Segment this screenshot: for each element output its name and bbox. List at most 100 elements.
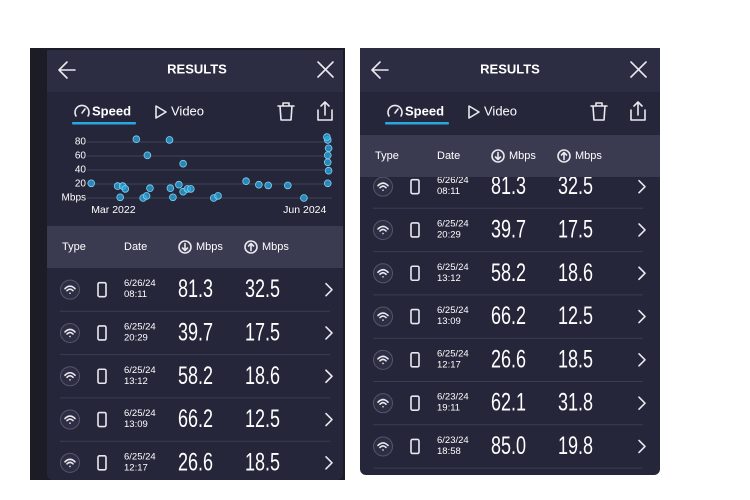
chevron-icon	[638, 439, 646, 454]
close-icon	[317, 61, 334, 78]
share-icon	[630, 101, 646, 121]
chevron-icon	[638, 179, 646, 194]
table-header-bg	[47, 226, 343, 268]
table-header-bg	[360, 135, 660, 177]
time: 08:11	[124, 289, 147, 300]
chevron-icon	[638, 353, 646, 367]
share-button[interactable]	[630, 101, 646, 121]
gauge-icon	[387, 104, 403, 117]
column-label: Mbps	[196, 241, 223, 253]
download-speed: 66.2	[491, 301, 526, 330]
back-arrow	[371, 61, 389, 79]
y-tick-label: 60	[75, 151, 87, 162]
wifi-icon	[377, 225, 389, 235]
wifi-icon	[64, 371, 76, 381]
column-label: Mbps	[262, 241, 289, 253]
time: 12:17	[124, 462, 148, 473]
trash-icon	[590, 102, 608, 121]
download-speed: 26.6	[178, 447, 213, 476]
data-point	[165, 136, 174, 144]
time: 18:58	[437, 446, 461, 457]
chevron-icon	[325, 456, 333, 470]
back-button[interactable]	[58, 61, 76, 79]
column-label: Mbps	[509, 150, 536, 162]
arrow-icon	[560, 151, 568, 161]
time: 08:11	[437, 186, 460, 197]
download-speed: 58.2	[491, 258, 526, 287]
chevron-icon	[638, 309, 646, 324]
time: 13:12	[437, 273, 461, 284]
time: 19:11	[437, 403, 460, 414]
delete-button[interactable]	[590, 102, 608, 121]
date: 6/26/24	[124, 278, 156, 289]
phone-icon	[410, 178, 420, 195]
data-point	[175, 180, 183, 189]
data-point	[300, 194, 308, 202]
arrow-icon	[494, 151, 502, 161]
date: 6/25/24	[437, 305, 469, 316]
tab-underline	[385, 122, 449, 125]
time: 13:12	[124, 376, 148, 387]
speed-tab[interactable]: Speed	[72, 103, 136, 125]
upload-speed: 18.5	[245, 447, 280, 476]
download-speed: 81.3	[178, 274, 213, 303]
data-point	[324, 144, 333, 153]
y-tick-label: 40	[75, 165, 87, 176]
close-button[interactable]	[317, 61, 334, 78]
speed-tab[interactable]: Speed	[385, 103, 449, 125]
upload-speed: 19.8	[558, 431, 593, 460]
wifi-icon	[64, 285, 76, 295]
video-tab[interactable]: Video	[155, 103, 204, 119]
delete-button[interactable]	[277, 102, 295, 121]
download-speed: 81.3	[491, 171, 526, 200]
trash-icon	[277, 102, 295, 121]
column-label: Type	[62, 241, 86, 253]
close-button[interactable]	[630, 61, 647, 78]
tab-underline	[72, 122, 136, 125]
data-point	[143, 151, 152, 160]
phone-icon	[97, 325, 107, 341]
y-tick-label: 80	[75, 137, 87, 148]
wifi-icon	[377, 268, 389, 278]
close-icon	[630, 61, 647, 78]
data-point	[323, 179, 332, 188]
results-panel: RESULTS Speed Video Type Date Mbps Mbps 6/26/24…	[360, 48, 660, 475]
date: 6/23/24	[437, 435, 469, 446]
download-speed: 26.6	[491, 344, 526, 373]
download-speed: 39.7	[491, 215, 526, 244]
data-point	[283, 181, 292, 190]
tab-label: Speed	[92, 103, 131, 118]
phone-icon	[97, 368, 107, 385]
date: 6/25/24	[124, 408, 156, 419]
video-tab[interactable]: Video	[468, 103, 517, 119]
share-button[interactable]	[317, 101, 333, 121]
column-label: Mbps	[575, 150, 602, 162]
upload-speed: 12.5	[245, 404, 280, 433]
wifi-icon	[377, 398, 389, 408]
wifi-icon	[377, 442, 389, 451]
table-header: Type Date Mbps Mbps	[47, 226, 343, 268]
time: 13:09	[124, 419, 148, 430]
back-button[interactable]	[371, 61, 389, 79]
table-header: Type Date Mbps Mbps	[360, 135, 660, 177]
upload-speed: 18.6	[558, 258, 593, 287]
date: 6/25/24	[437, 218, 469, 229]
wifi-icon	[377, 312, 389, 321]
date: 6/25/24	[437, 262, 469, 273]
upload-speed: 18.6	[245, 361, 280, 390]
chevron-icon	[325, 412, 333, 427]
